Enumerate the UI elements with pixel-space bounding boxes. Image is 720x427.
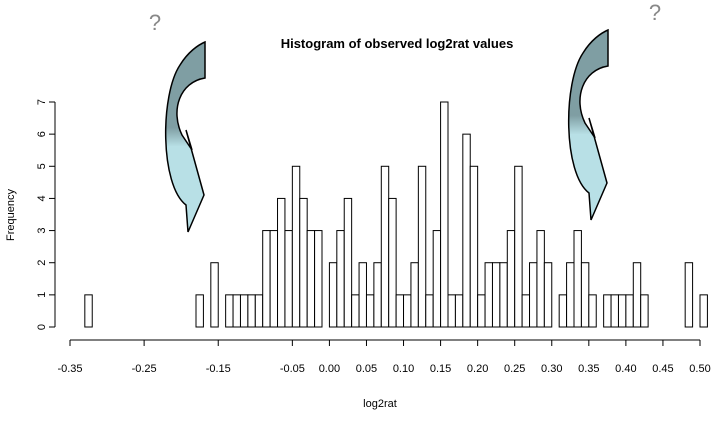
y-tick-label: 4 (36, 195, 48, 201)
x-tick-label: 0.35 (578, 363, 599, 375)
bar (269, 230, 279, 328)
bar (580, 262, 590, 328)
bar (254, 294, 264, 328)
bar (262, 230, 271, 328)
y-axis-label: Frequency (5, 189, 17, 241)
x-tick-label: 0.05 (356, 363, 377, 375)
bar (573, 230, 582, 328)
bar (640, 294, 649, 328)
bar (521, 294, 531, 328)
bar (277, 197, 286, 328)
bar (588, 294, 597, 328)
bar (499, 262, 508, 328)
x-tick-label: -0.15 (206, 363, 231, 375)
bar (625, 294, 634, 328)
bar (484, 262, 493, 328)
bar (410, 262, 419, 328)
bar (284, 230, 293, 328)
x-tick-label: 0.45 (652, 363, 673, 375)
bar (299, 197, 308, 328)
bar (610, 294, 619, 328)
bar (603, 294, 612, 328)
bar (395, 294, 405, 328)
x-tick-label: 0.00 (319, 363, 340, 375)
arrow-left (164, 40, 206, 233)
bar (365, 294, 375, 328)
y-tick-label: 6 (36, 131, 48, 137)
bar (558, 294, 568, 328)
bar (195, 294, 204, 328)
x-tick-label: 0.10 (393, 363, 414, 375)
bar (84, 294, 93, 328)
bar (632, 262, 642, 328)
bar (417, 165, 427, 328)
bar (491, 262, 501, 328)
bar (403, 294, 412, 328)
x-tick-label: -0.05 (280, 363, 305, 375)
x-axis-label: log2rat (363, 398, 397, 410)
bar (247, 294, 256, 328)
y-tick-label: 0 (36, 324, 48, 330)
bar (462, 133, 471, 328)
bar (699, 294, 708, 328)
x-tick-label: -0.25 (132, 363, 157, 375)
x-tick-label: 0.30 (541, 363, 562, 375)
bar (210, 262, 219, 328)
arrow-right (567, 28, 609, 221)
x-tick-label: 0.25 (504, 363, 525, 375)
bar (514, 165, 523, 328)
y-tick-label: 3 (36, 228, 48, 234)
y-tick-label: 1 (36, 292, 48, 298)
bar (314, 230, 323, 328)
bar (328, 262, 338, 328)
annotation: ? (149, 10, 161, 35)
bar (351, 294, 360, 328)
x-tick-label: 0.20 (467, 363, 488, 375)
bar (566, 262, 575, 328)
x-tick-label: 0.15 (430, 363, 451, 375)
bar (469, 165, 479, 328)
bar (225, 294, 234, 328)
annotation: ? (649, 0, 661, 25)
bar (543, 262, 553, 328)
bar (239, 294, 249, 328)
x-tick-label: -0.35 (57, 363, 82, 375)
chart-title: Histogram of observed log2rat values (281, 36, 514, 51)
bar (454, 294, 464, 328)
bar (336, 230, 345, 328)
bar (343, 197, 353, 328)
bar (380, 165, 390, 328)
x-tick-label: 0.50 (689, 363, 710, 375)
bar (425, 294, 434, 328)
x-tick-label: 0.40 (615, 363, 636, 375)
bar (432, 230, 442, 328)
y-tick-label: 5 (36, 163, 48, 169)
bar (388, 197, 397, 328)
bar (306, 230, 316, 328)
bar (477, 294, 486, 328)
y-tick-label: 2 (36, 260, 48, 266)
bar (529, 262, 538, 328)
bar (506, 230, 516, 328)
bar (373, 262, 382, 328)
bar (536, 230, 545, 328)
y-tick-label: 7 (36, 99, 48, 105)
bar (617, 294, 627, 328)
bar (684, 262, 694, 328)
bar (358, 262, 367, 328)
bar (440, 101, 449, 328)
bar (232, 294, 241, 328)
bar (291, 165, 301, 328)
bar (447, 294, 456, 328)
